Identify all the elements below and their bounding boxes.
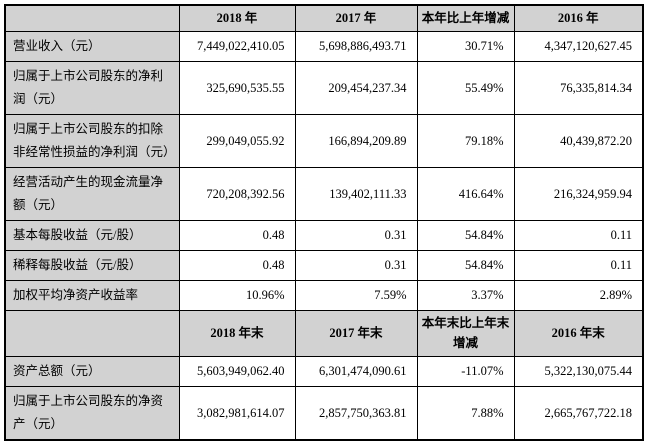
row-label: 经营活动产生的现金流量净额（元）: [4, 166, 180, 221]
header-year-2016: 2016 年: [513, 4, 644, 32]
cell-value: 720,208,392.56: [178, 166, 296, 221]
header-empty-cell: [4, 4, 180, 32]
financial-indicators-table: 2018 年 2017 年 本年比上年增减 2016 年 营业收入（元） 7,4…: [4, 4, 644, 441]
row-label: 资产总额（元）: [4, 355, 180, 387]
cell-value: -11.07%: [416, 355, 515, 387]
cell-value: 4,347,120,627.45: [513, 30, 644, 62]
table-row-basic-eps: 基本每股收益（元/股） 0.48 0.31 54.84% 0.11: [4, 219, 644, 251]
cell-value: 54.84%: [416, 249, 515, 281]
cell-value: 299,049,055.92: [178, 113, 296, 168]
cell-value: 7.88%: [416, 385, 515, 440]
cell-value: 0.11: [513, 249, 644, 281]
header-year-end-change: 本年末比上年末增减: [416, 309, 515, 357]
cell-value: 3,082,981,614.07: [178, 385, 296, 440]
table-row-total-assets: 资产总额（元） 5,603,949,062.40 6,301,474,090.6…: [4, 355, 644, 387]
cell-value: 5,322,130,075.44: [513, 355, 644, 387]
row-label: 稀释每股收益（元/股）: [4, 249, 180, 281]
header-year-end-2017: 2017 年末: [294, 309, 418, 357]
cell-value: 166,894,209.89: [294, 113, 418, 168]
row-label: 归属于上市公司股东的扣除非经常性损益的净利润（元）: [4, 113, 180, 168]
cell-value: 30.71%: [416, 30, 515, 62]
row-label: 归属于上市公司股东的净利润（元）: [4, 60, 180, 115]
cell-value: 209,454,237.34: [294, 60, 418, 115]
table-row-net-profit: 归属于上市公司股东的净利润（元） 325,690,535.55 209,454,…: [4, 60, 644, 115]
cell-value: 139,402,111.33: [294, 166, 418, 221]
cell-value: 54.84%: [416, 219, 515, 251]
cell-value: 0.31: [294, 249, 418, 281]
cell-value: 325,690,535.55: [178, 60, 296, 115]
cell-value: 10.96%: [178, 279, 296, 311]
header-yoy-change: 本年比上年增减: [416, 4, 515, 32]
header-year-end-2016: 2016 年末: [513, 309, 644, 357]
header-year-2017: 2017 年: [294, 4, 418, 32]
cell-value: 0.31: [294, 219, 418, 251]
table-row-weighted-avg-roe: 加权平均净资产收益率 10.96% 7.59% 3.37% 2.89%: [4, 279, 644, 311]
cell-value: 0.48: [178, 219, 296, 251]
cell-value: 7,449,022,410.05: [178, 30, 296, 62]
row-label: 营业收入（元）: [4, 30, 180, 62]
cell-value: 6,301,474,090.61: [294, 355, 418, 387]
table-header-annual: 2018 年 2017 年 本年比上年增减 2016 年: [4, 4, 644, 32]
row-label: 归属于上市公司股东的净资产（元）: [4, 385, 180, 440]
cell-value: 0.48: [178, 249, 296, 281]
cell-value: 76,335,814.34: [513, 60, 644, 115]
row-label: 基本每股收益（元/股）: [4, 219, 180, 251]
cell-value: 416.64%: [416, 166, 515, 221]
cell-value: 2,857,750,363.81: [294, 385, 418, 440]
cell-value: 0.11: [513, 219, 644, 251]
table-row-diluted-eps: 稀释每股收益（元/股） 0.48 0.31 54.84% 0.11: [4, 249, 644, 281]
cell-value: 7.59%: [294, 279, 418, 311]
cell-value: 5,698,886,493.71: [294, 30, 418, 62]
table-header-year-end: 2018 年末 2017 年末 本年末比上年末增减 2016 年末: [4, 309, 644, 357]
row-label: 加权平均净资产收益率: [4, 279, 180, 311]
cell-value: 79.18%: [416, 113, 515, 168]
header-year-end-2018: 2018 年末: [178, 309, 296, 357]
header-year-2018: 2018 年: [178, 4, 296, 32]
table-row-net-assets: 归属于上市公司股东的净资产（元） 3,082,981,614.07 2,857,…: [4, 385, 644, 440]
table-row-net-profit-excl-nonrecurring: 归属于上市公司股东的扣除非经常性损益的净利润（元） 299,049,055.92…: [4, 113, 644, 168]
table-row-operating-cash-flow: 经营活动产生的现金流量净额（元） 720,208,392.56 139,402,…: [4, 166, 644, 221]
cell-value: 55.49%: [416, 60, 515, 115]
table-row-operating-revenue: 营业收入（元） 7,449,022,410.05 5,698,886,493.7…: [4, 30, 644, 62]
cell-value: 5,603,949,062.40: [178, 355, 296, 387]
cell-value: 2.89%: [513, 279, 644, 311]
cell-value: 40,439,872.20: [513, 113, 644, 168]
cell-value: 3.37%: [416, 279, 515, 311]
header-empty-cell: [4, 309, 180, 357]
financial-summary-page: 2018 年 2017 年 本年比上年增减 2016 年 营业收入（元） 7,4…: [4, 4, 644, 441]
cell-value: 2,665,767,722.18: [513, 385, 644, 440]
cell-value: 216,324,959.94: [513, 166, 644, 221]
